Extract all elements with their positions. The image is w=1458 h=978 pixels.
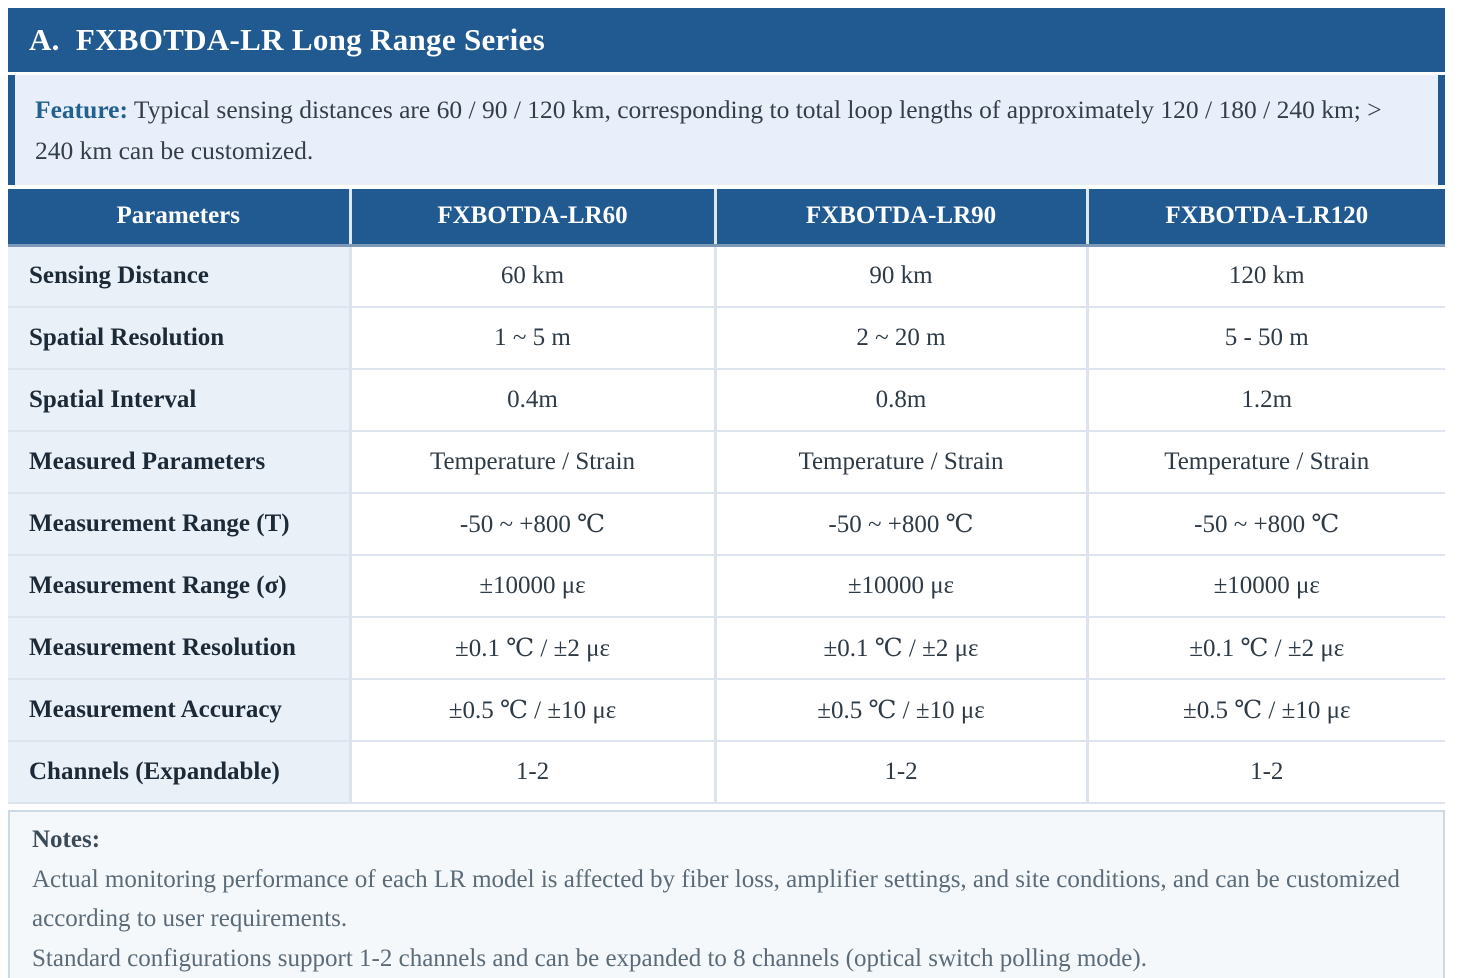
cell-lr60: -50 ~ +800 ℃ bbox=[350, 493, 717, 557]
cell-lr60: 60 km bbox=[350, 245, 717, 309]
column-header-lr60: FXBOTDA-LR60 bbox=[350, 188, 717, 247]
cell-lr120: 120 km bbox=[1087, 245, 1445, 309]
spec-table: Parameters FXBOTDA-LR60 FXBOTDA-LR90 FXB… bbox=[8, 188, 1445, 805]
notes-section: Notes: Actual monitoring performance of … bbox=[8, 810, 1445, 978]
cell-lr90: -50 ~ +800 ℃ bbox=[715, 493, 1089, 557]
note-line: Actual monitoring performance of each LR… bbox=[32, 865, 1400, 933]
table-row: Sensing Distance 60 km 90 km 120 km bbox=[8, 245, 1445, 309]
notes-label: Notes: bbox=[32, 826, 101, 854]
row-label: Channels (Expandable) bbox=[8, 741, 352, 805]
cell-lr90: 90 km bbox=[715, 245, 1089, 309]
table-row: Channels (Expandable) 1-2 1-2 1-2 bbox=[8, 741, 1445, 805]
cell-lr90: 2 ~ 20 m bbox=[715, 307, 1089, 371]
cell-lr120: 1-2 bbox=[1087, 741, 1445, 805]
column-header-parameters: Parameters bbox=[8, 188, 352, 247]
table-row: Measurement Range (σ) ±10000 με ±10000 μ… bbox=[8, 555, 1445, 619]
cell-lr120: 5 - 50 m bbox=[1087, 307, 1445, 371]
cell-lr90: ±0.1 ℃ / ±2 με bbox=[715, 617, 1089, 681]
cell-lr60: 0.4m bbox=[350, 369, 717, 433]
row-label: Spatial Interval bbox=[8, 369, 352, 433]
section-title-bar: A. FXBOTDA-LR Long Range Series bbox=[8, 8, 1445, 72]
cell-lr120: ±0.5 ℃ / ±10 με bbox=[1087, 679, 1445, 743]
cell-lr120: ±0.1 ℃ / ±2 με bbox=[1087, 617, 1445, 681]
table-header-row: Parameters FXBOTDA-LR60 FXBOTDA-LR90 FXB… bbox=[8, 188, 1445, 247]
row-label: Spatial Resolution bbox=[8, 307, 352, 371]
cell-lr60: ±10000 με bbox=[350, 555, 717, 619]
cell-lr60: Temperature / Strain bbox=[350, 431, 717, 495]
cell-lr120: Temperature / Strain bbox=[1087, 431, 1445, 495]
cell-lr120: -50 ~ +800 ℃ bbox=[1087, 493, 1445, 557]
section-title: A. FXBOTDA-LR Long Range Series bbox=[29, 22, 545, 57]
row-label: Measurement Range (σ) bbox=[8, 555, 352, 619]
row-label: Measurement Accuracy bbox=[8, 679, 352, 743]
feature-callout: Feature: Typical sensing distances are 6… bbox=[8, 75, 1445, 185]
cell-lr60: ±0.1 ℃ / ±2 με bbox=[350, 617, 717, 681]
cell-lr120: 1.2m bbox=[1087, 369, 1445, 433]
cell-lr90: 0.8m bbox=[715, 369, 1089, 433]
cell-lr60: 1 ~ 5 m bbox=[350, 307, 717, 371]
cell-lr90: Temperature / Strain bbox=[715, 431, 1089, 495]
cell-lr90: ±0.5 ℃ / ±10 με bbox=[715, 679, 1089, 743]
table-row: Measurement Resolution ±0.1 ℃ / ±2 με ±0… bbox=[8, 617, 1445, 681]
row-label: Sensing Distance bbox=[8, 245, 352, 309]
cell-lr60: ±0.5 ℃ / ±10 με bbox=[350, 679, 717, 743]
row-label: Measurement Range (T) bbox=[8, 493, 352, 557]
table-row: Measurement Accuracy ±0.5 ℃ / ±10 με ±0.… bbox=[8, 679, 1445, 743]
row-label: Measurement Resolution bbox=[8, 617, 352, 681]
column-header-lr120: FXBOTDA-LR120 bbox=[1087, 188, 1445, 247]
table-row: Measured Parameters Temperature / Strain… bbox=[8, 431, 1445, 495]
cell-lr60: 1-2 bbox=[350, 741, 717, 805]
note-line: Standard configurations support 1-2 chan… bbox=[32, 944, 1147, 972]
cell-lr90: ±10000 με bbox=[715, 555, 1089, 619]
table-row: Spatial Resolution 1 ~ 5 m 2 ~ 20 m 5 - … bbox=[8, 307, 1445, 371]
cell-lr90: 1-2 bbox=[715, 741, 1089, 805]
feature-text: Typical sensing distances are 60 / 90 / … bbox=[35, 95, 1382, 166]
cell-lr120: ±10000 με bbox=[1087, 555, 1445, 619]
table-body: Sensing Distance 60 km 90 km 120 km Spat… bbox=[8, 245, 1445, 805]
table-row: Measurement Range (T) -50 ~ +800 ℃ -50 ~… bbox=[8, 493, 1445, 557]
column-header-lr90: FXBOTDA-LR90 bbox=[715, 188, 1089, 247]
table-row: Spatial Interval 0.4m 0.8m 1.2m bbox=[8, 369, 1445, 433]
row-label: Measured Parameters bbox=[8, 431, 352, 495]
feature-label: Feature: bbox=[35, 95, 128, 124]
